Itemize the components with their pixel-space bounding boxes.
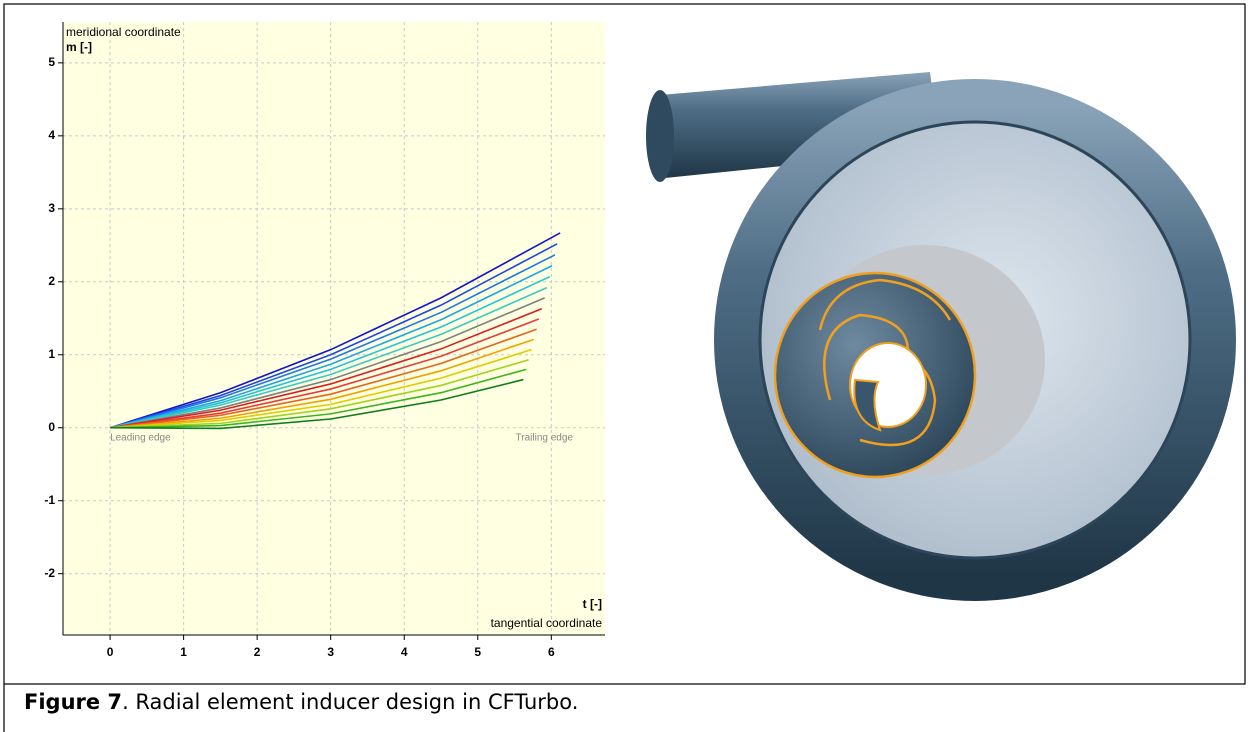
x-tick-label: 5 — [474, 645, 481, 659]
y-tick-label: 0 — [48, 420, 55, 434]
pipe-end — [646, 90, 674, 182]
y-tick-label: 3 — [48, 201, 55, 215]
page: {"chart_data": {"type": "line", "y_label… — [0, 0, 1250, 732]
caption-label: Figure 7 — [24, 690, 122, 714]
y-tick-label: 1 — [48, 347, 55, 361]
x-tick-label: 1 — [180, 645, 187, 659]
x-axis-label: t [-] — [583, 597, 602, 611]
x-tick-label: 0 — [107, 645, 114, 659]
x-tick-label: 2 — [254, 645, 261, 659]
y-tick-label: -2 — [44, 566, 55, 580]
y-tick-label: -1 — [44, 493, 55, 507]
annotation: Leading edge — [110, 432, 171, 443]
plot-area — [63, 22, 605, 635]
x-tick-label: 6 — [548, 645, 555, 659]
y-axis-label: m [-] — [66, 40, 92, 54]
x-tick-label: 3 — [327, 645, 334, 659]
caption: Figure 7. Radial element inducer design … — [24, 690, 578, 714]
figure: 0 1 2 3 4 5 6 -2 -1 0 1 2 3 4 5 meridional coordinatem … — [0, 0, 1250, 732]
caption-text: . Radial element inducer design in CFTur… — [122, 690, 578, 714]
x-axis-title: tangential coordinate — [491, 616, 603, 630]
y-tick-label: 5 — [48, 55, 55, 69]
x-tick-label: 4 — [401, 645, 408, 659]
y-tick-label: 2 — [48, 274, 55, 288]
chart: 0 1 2 3 4 5 6 -2 -1 0 1 2 3 4 5 meridional coordinatem … — [44, 22, 605, 659]
annotation: Trailing edge — [516, 432, 574, 443]
y-axis-title: meridional coordinate — [66, 25, 181, 39]
y-tick-label: 4 — [48, 128, 55, 142]
render-3d — [646, 72, 1210, 575]
